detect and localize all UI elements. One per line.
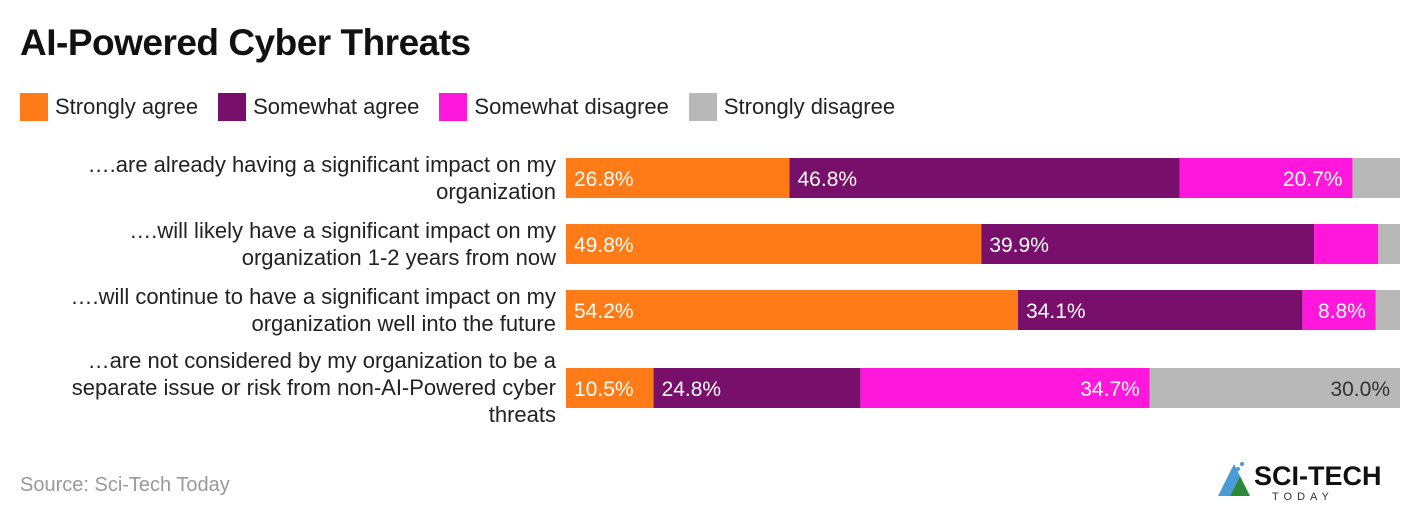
bar-segment <box>1302 290 1376 330</box>
bar-segment <box>789 158 1180 198</box>
category-label-line: organization well into the future <box>251 311 556 336</box>
legend-label: Strongly disagree <box>723 94 896 119</box>
bar-segment <box>566 290 1019 330</box>
category-label: ….will likely have a significant impact … <box>0 217 556 271</box>
category-label-line: …are not considered by my organization t… <box>87 348 556 373</box>
svg-text:TODAY: TODAY <box>1272 491 1334 503</box>
data-label: 46.8% <box>798 168 858 191</box>
data-label: 49.8% <box>574 234 634 257</box>
bar-segment <box>566 158 790 198</box>
sci-tech-today-logo: SCI-TECH TODAY <box>1214 456 1414 506</box>
category-label-line: ….will continue to have a significant im… <box>70 284 556 309</box>
category-label-line: separate issue or risk from non-AI-Power… <box>71 375 556 400</box>
bar-segment <box>566 224 982 264</box>
svg-text:SCI-TECH: SCI-TECH <box>1254 461 1382 491</box>
legend-swatch <box>439 93 468 121</box>
category-label-line: ….will likely have a significant impact … <box>129 218 556 243</box>
category-label: ….will continue to have a significant im… <box>0 283 556 337</box>
bar-segment <box>1179 158 1353 198</box>
data-label: 34.1% <box>1026 300 1086 323</box>
bar-segment <box>1375 290 1400 330</box>
legend-item-somewhat-agree: Somewhat agree <box>218 93 419 121</box>
bar-segment <box>981 224 1315 264</box>
bar-segment <box>1149 368 1400 408</box>
data-label: 10.5% <box>574 378 634 401</box>
data-label: 26.8% <box>574 168 634 191</box>
data-label: 8.8% <box>1318 300 1366 323</box>
legend-item-somewhat-disagree: Somewhat disagree <box>439 93 669 121</box>
category-label-line: organization <box>436 179 556 204</box>
bar-segment <box>1378 224 1400 264</box>
chart-title: AI-Powered Cyber Threats <box>20 22 471 63</box>
data-label: 39.9% <box>989 234 1049 257</box>
category-label: ….are already having a significant impac… <box>0 151 556 205</box>
logo-icon: SCI-TECH TODAY <box>1218 461 1382 503</box>
legend-label: Strongly agree <box>55 94 199 119</box>
data-label: 20.7% <box>1283 168 1343 191</box>
bar-segment <box>1352 158 1400 198</box>
data-label: 24.8% <box>662 378 722 401</box>
data-label: 30.0% <box>1330 378 1390 401</box>
legend-label: Somewhat disagree <box>474 94 669 119</box>
bar-segment <box>1314 224 1379 264</box>
data-label: 34.7% <box>1080 378 1140 401</box>
bar-segment <box>1018 290 1303 330</box>
category-label: …are not considered by my organization t… <box>0 347 556 428</box>
source-note: Source: Sci-Tech Today <box>20 474 230 496</box>
data-label: 54.2% <box>574 300 634 323</box>
category-label-line: organization 1-2 years from now <box>241 245 556 270</box>
legend: Strongly agree Somewhat agree Somewhat d… <box>20 93 915 121</box>
bar-segment <box>566 368 654 408</box>
legend-swatch <box>20 93 48 121</box>
category-label-line: ….are already having a significant impac… <box>87 152 556 177</box>
bar-segment <box>653 368 861 408</box>
legend-label: Somewhat agree <box>253 94 420 119</box>
legend-item-strongly-agree: Strongly agree <box>20 93 198 121</box>
legend-swatch <box>218 93 247 121</box>
legend-item-strongly-disagree: Strongly disagree <box>688 93 896 121</box>
legend-swatch <box>688 93 717 121</box>
category-label-line: threats <box>488 402 556 427</box>
bar-segment <box>860 368 1150 408</box>
